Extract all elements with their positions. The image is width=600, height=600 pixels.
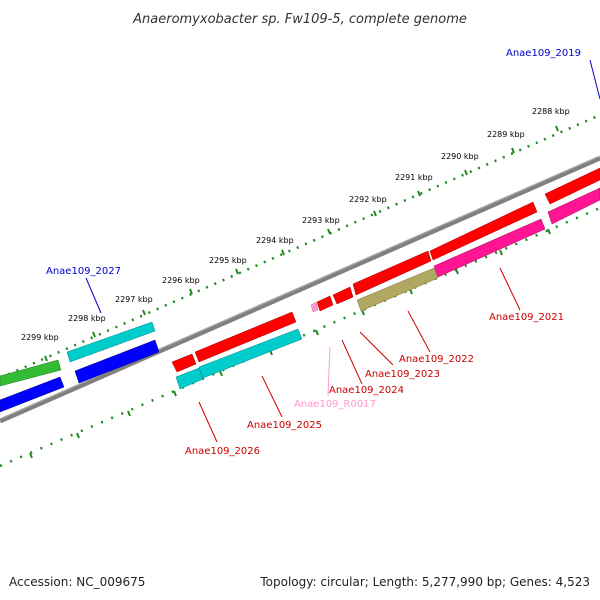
map-title: Anaeromyxobacter sp. Fw109-5, complete g… [132,12,467,27]
label-anae109-2022: Anae109_2022 [399,354,474,365]
label-anae109-2019: Anae109_2019 [506,48,581,59]
gene-2019-arrow [544,167,600,205]
gene-2025-arrow [194,311,297,363]
gene-2024-arrow [316,295,334,312]
label-anae109-2026: Anae109_2026 [185,446,260,457]
gene-2020-arrow [429,201,538,261]
gene-blue-arrow-1 [74,339,160,384]
label-anae109-r0017: Anae109_R0017 [294,399,376,410]
gene-cyan-arrow-2 [198,328,303,379]
gene-2027-cyan-arrow [66,321,156,363]
tick-label-2291: 2291 kbp [395,173,433,182]
tick-label-2293: 2293 kbp [302,216,340,225]
gene-2026-arrow [171,353,197,373]
tick-label-2288: 2288 kbp [532,107,570,116]
label-anae109-2021: Anae109_2021 [489,312,564,323]
gene-magenta-arrow-2 [433,218,546,278]
tick-label-2295: 2295 kbp [209,256,247,265]
rna-0017-arrow [310,301,319,313]
tick-label-2294: 2294 kbp [256,236,294,245]
label-anae109-2027: Anae109_2027 [46,266,121,277]
outer-ruler-line [0,113,600,380]
tick-label-2289: 2289 kbp [487,130,525,139]
gene-green-arrow [0,359,62,387]
tick-label-2299: 2299 kbp [21,333,59,342]
gene-magenta-arrow-1 [547,187,600,225]
gene-blue-arrow-2 [0,376,65,413]
topology-text: Topology: circular; Length: 5,277,990 bp… [259,575,590,589]
label-anae109-2025: Anae109_2025 [247,420,322,431]
inner-ruler-ticks [29,228,551,459]
tick-label-2297: 2297 kbp [115,295,153,304]
accession-text: Accession: NC_009675 [9,575,145,589]
genome-backbone [0,155,600,424]
leader-lines [85,59,600,443]
gene-olive-arrow [356,267,439,312]
gene-2022-arrow [352,250,432,296]
tick-label-2298: 2298 kbp [68,314,106,323]
outer-ruler-ticks [44,125,559,362]
gene-cyan-arrow-3 [175,367,204,390]
tick-label-2292: 2292 kbp [349,195,387,204]
tick-label-2290: 2290 kbp [441,152,479,161]
tick-label-2296: 2296 kbp [162,276,200,285]
label-anae109-2024: Anae109_2024 [329,385,404,396]
genome-backbone-highlight [0,155,600,420]
label-anae109-2023: Anae109_2023 [365,369,440,380]
gene-2023-arrow [332,286,354,305]
